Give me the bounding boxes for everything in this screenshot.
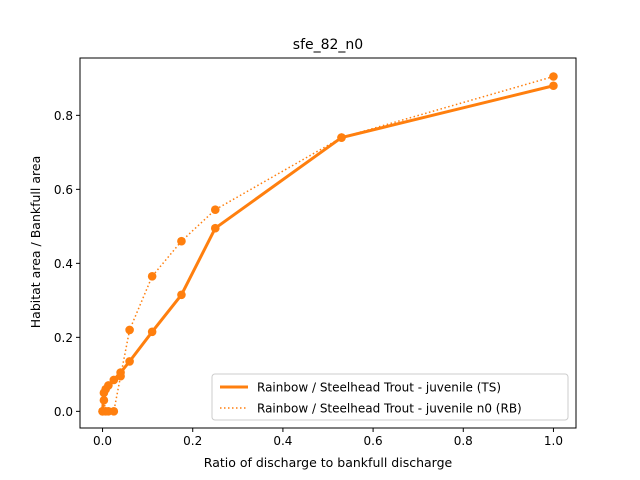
- series-2-point: [549, 72, 558, 81]
- series-1-point: [210, 223, 220, 233]
- x-tick-label: 0.2: [183, 434, 202, 448]
- x-tick-label: 0.0: [93, 434, 112, 448]
- x-axis-label: Ratio of discharge to bankfull discharge: [204, 455, 453, 470]
- series-2-point: [337, 133, 346, 142]
- legend-label-2: Rainbow / Steelhead Trout - juvenile n0 …: [257, 402, 522, 416]
- series-2-point: [210, 205, 220, 214]
- chart-title: sfe_82_n0: [293, 37, 363, 53]
- y-axis: 0.0 0.2 0.4 0.6 0.8: [54, 109, 80, 419]
- x-tick-label: 1.0: [544, 434, 563, 448]
- series-2-point: [147, 272, 157, 281]
- x-tick-label: 0.6: [364, 434, 383, 448]
- series-2-point: [109, 407, 119, 416]
- y-tick-label: 0.8: [54, 109, 73, 123]
- y-tick-label: 0.6: [54, 183, 73, 197]
- series-1-point: [549, 81, 558, 91]
- x-axis: 0.0 0.2 0.4 0.6 0.8 1.0: [93, 428, 563, 448]
- series-1-point: [147, 327, 157, 337]
- axes-frame: [79, 57, 577, 429]
- y-tick-label: 0.2: [54, 331, 73, 345]
- legend-box: [211, 373, 569, 421]
- x-tick-label: 0.8: [454, 434, 473, 448]
- y-axis-label: Habitat area / Bankfull area: [28, 156, 43, 328]
- series-1-point: [125, 357, 134, 366]
- y-tick-label: 0.4: [54, 257, 73, 271]
- x-tick-label: 0.4: [273, 434, 292, 448]
- series-2-point: [99, 395, 109, 405]
- legend: Rainbow / Steelhead Trout - juvenile (TS…: [211, 373, 569, 421]
- series-2-point: [177, 236, 186, 246]
- series-2-point: [125, 325, 134, 335]
- y-tick-label: 0.0: [54, 405, 73, 419]
- plot-area: [98, 72, 558, 416]
- series-2-point: [116, 371, 125, 381]
- legend-label-1: Rainbow / Steelhead Trout - juvenile (TS…: [257, 381, 501, 395]
- series-1-point: [109, 375, 119, 385]
- series-1-point: [177, 290, 186, 300]
- series-1-point: [104, 381, 113, 390]
